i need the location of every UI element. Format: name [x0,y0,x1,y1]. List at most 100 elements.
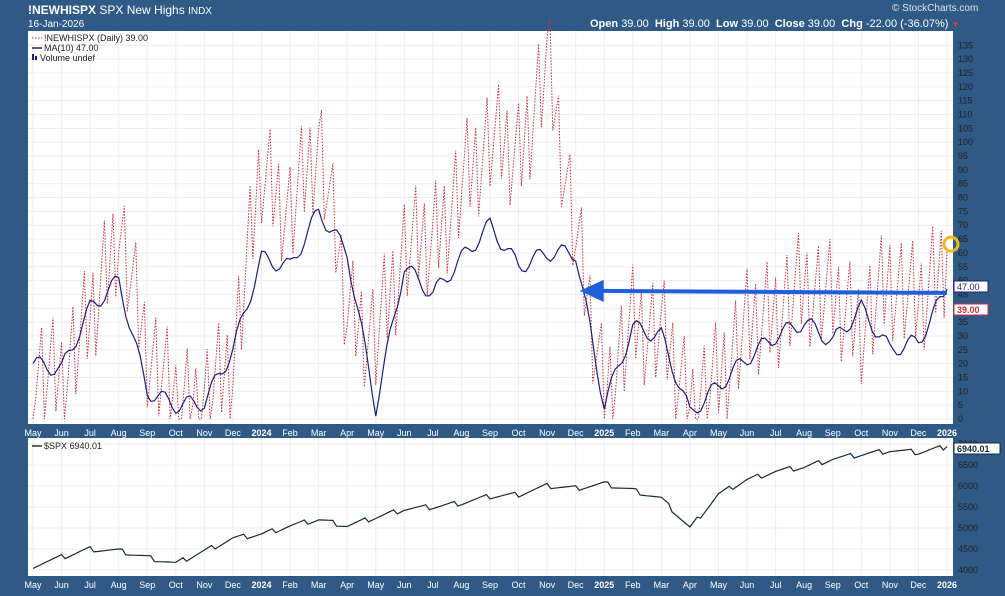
top-x-tick-label: May [710,428,728,438]
top-y-tick-label: 20 [958,359,968,369]
bottom-x-tick-label: Apr [340,580,354,590]
exchange-label: INDX [188,6,212,17]
legend-spx-label: $SPX 6940.01 [44,441,102,451]
bottom-y-tick-label: 4000 [958,565,978,575]
ma-price-tag-text: 47.00 [957,282,980,292]
top-y-tick-label: 110 [958,110,972,120]
ma-price-tag [953,280,989,293]
top-x-tick-label: Oct [512,428,527,438]
low-value: 39.00 [741,18,769,30]
legend-volume-bar-icon-2 [35,56,37,60]
bottom-x-tick-label: 2025 [594,580,614,590]
ma-series-line [32,208,948,417]
bottom-x-tick-label: 2026 [937,580,957,590]
bottom-x-tick-label: Dec [910,580,927,590]
bottom-y-tick-label: 5000 [958,523,978,533]
top-x-tick-label: Jul [770,428,782,438]
bottom-x-tick-label: Mar [654,580,670,590]
top-x-tick-label: Mar [654,428,670,438]
top-y-tick-label: 30 [958,331,968,341]
top-x-tick-label: Oct [854,428,869,438]
highlight-circle [942,235,960,253]
top-y-tick-label: 15 [958,372,968,382]
top-y-tick-label: 35 [958,317,968,327]
chg-label: Chg [841,18,863,30]
top-x-tick-label: Sep [825,428,841,438]
blue-arrow-annotation [579,279,948,302]
top-y-tick-label: 10 [958,386,968,396]
bottom-x-tick-label: Sep [825,580,841,590]
low-label: Low [716,18,739,30]
close-label: Close [774,18,805,30]
top-x-tick-label: Dec [225,428,242,438]
symbol-label: !NEWHISPX [28,3,97,17]
top-y-tick-label: 95 [958,151,968,161]
top-x-tick-label: May [367,428,385,438]
bottom-x-tick-label: May [710,580,728,590]
top-y-tick-label: 115 [958,96,972,106]
arrow-shaft [601,288,948,295]
top-x-tick-label: Apr [683,428,697,438]
bottom-x-tick-label: Dec [568,580,585,590]
top-x-tick-label: Aug [796,428,812,438]
top-x-tick-label: Mar [311,428,327,438]
quote-row: Open 39.00 High 39.00 Low 39.00 Close 39… [590,18,959,30]
top-x-tick-label: Sep [482,428,498,438]
top-y-axis: 0510152025303540455055606570758085909510… [958,40,973,424]
bottom-y-tick-label: 6000 [958,481,978,491]
top-legend: !NEWHISPX (Daily) 39.00 MA(10) 47.00 Vol… [32,33,148,63]
top-x-tick-label: 2024 [251,428,271,438]
top-y-tick-label: 75 [958,206,968,216]
top-x-tick-label: Dec [568,428,585,438]
chart-date: 16-Jan-2026 [28,19,85,30]
close-price-tag [953,303,989,316]
legend-volume-bar-icon [32,54,34,60]
bottom-x-tick-label: Oct [169,580,184,590]
top-x-tick-label: Sep [139,428,155,438]
top-x-tick-label: Feb [282,428,298,438]
top-y-tick-label: 105 [958,123,973,133]
top-x-tick-label: Nov [539,428,556,438]
top-y-tick-label: 60 [958,248,968,258]
bottom-y-tick-label: 4500 [958,544,978,554]
top-y-tick-label: 45 [958,289,968,299]
bottom-x-tick-label: May [24,580,42,590]
top-x-tick-label: Jun [397,428,412,438]
bottom-x-tick-label: Apr [683,580,697,590]
top-x-tick-label: 2025 [594,428,614,438]
bottom-x-tick-label: Jun [740,580,755,590]
open-value: 39.00 [621,18,649,30]
legend-ma-label: MA(10) 47.00 [44,43,99,53]
top-x-tick-label: Dec [910,428,927,438]
top-x-tick-label: Nov [882,428,899,438]
top-x-tick-label: Jul [427,428,439,438]
chg-value: -22.00 (-36.07%) [865,18,949,30]
close-price-tag-text: 39.00 [957,305,980,315]
bottom-x-tick-label: Oct [512,580,527,590]
top-x-tick-label: Jul [84,428,96,438]
bottom-x-tick-label: Feb [282,580,298,590]
bottom-x-tick-label: Jun [397,580,412,590]
bottom-x-tick-label: 2024 [251,580,271,590]
bottom-x-tick-label: Aug [796,580,812,590]
bottom-y-axis: 4000450050005500600065007000 [958,439,978,575]
bottom-x-tick-label: May [367,580,385,590]
top-y-tick-label: 100 [958,137,973,147]
top-x-tick-label: Oct [169,428,184,438]
top-y-tick-label: 0 [958,414,963,424]
bottom-x-tick-label: Feb [625,580,641,590]
bottom-x-axis: May Jun Jul Aug Sep Oct Nov Dec 2024 Feb Mar Apr May… [24,580,957,590]
legend-volume-label: Volume undef [40,53,96,63]
top-y-tick-label: 90 [958,165,968,175]
daily-series-line [32,19,948,420]
bottom-x-tick-label: Nov [196,580,213,590]
bottom-x-tick-label: Mar [311,580,327,590]
spx-price-tag [953,442,1001,455]
top-x-tick-label: 2026 [937,428,957,438]
top-y-tick-label: 25 [958,345,968,355]
spx-price-tag-text: 6940.01 [957,444,990,454]
top-x-tick-label: Nov [196,428,213,438]
spx-series-line [32,444,948,569]
header-title-row: !NEWHISPX SPX New Highs INDX [28,3,212,17]
